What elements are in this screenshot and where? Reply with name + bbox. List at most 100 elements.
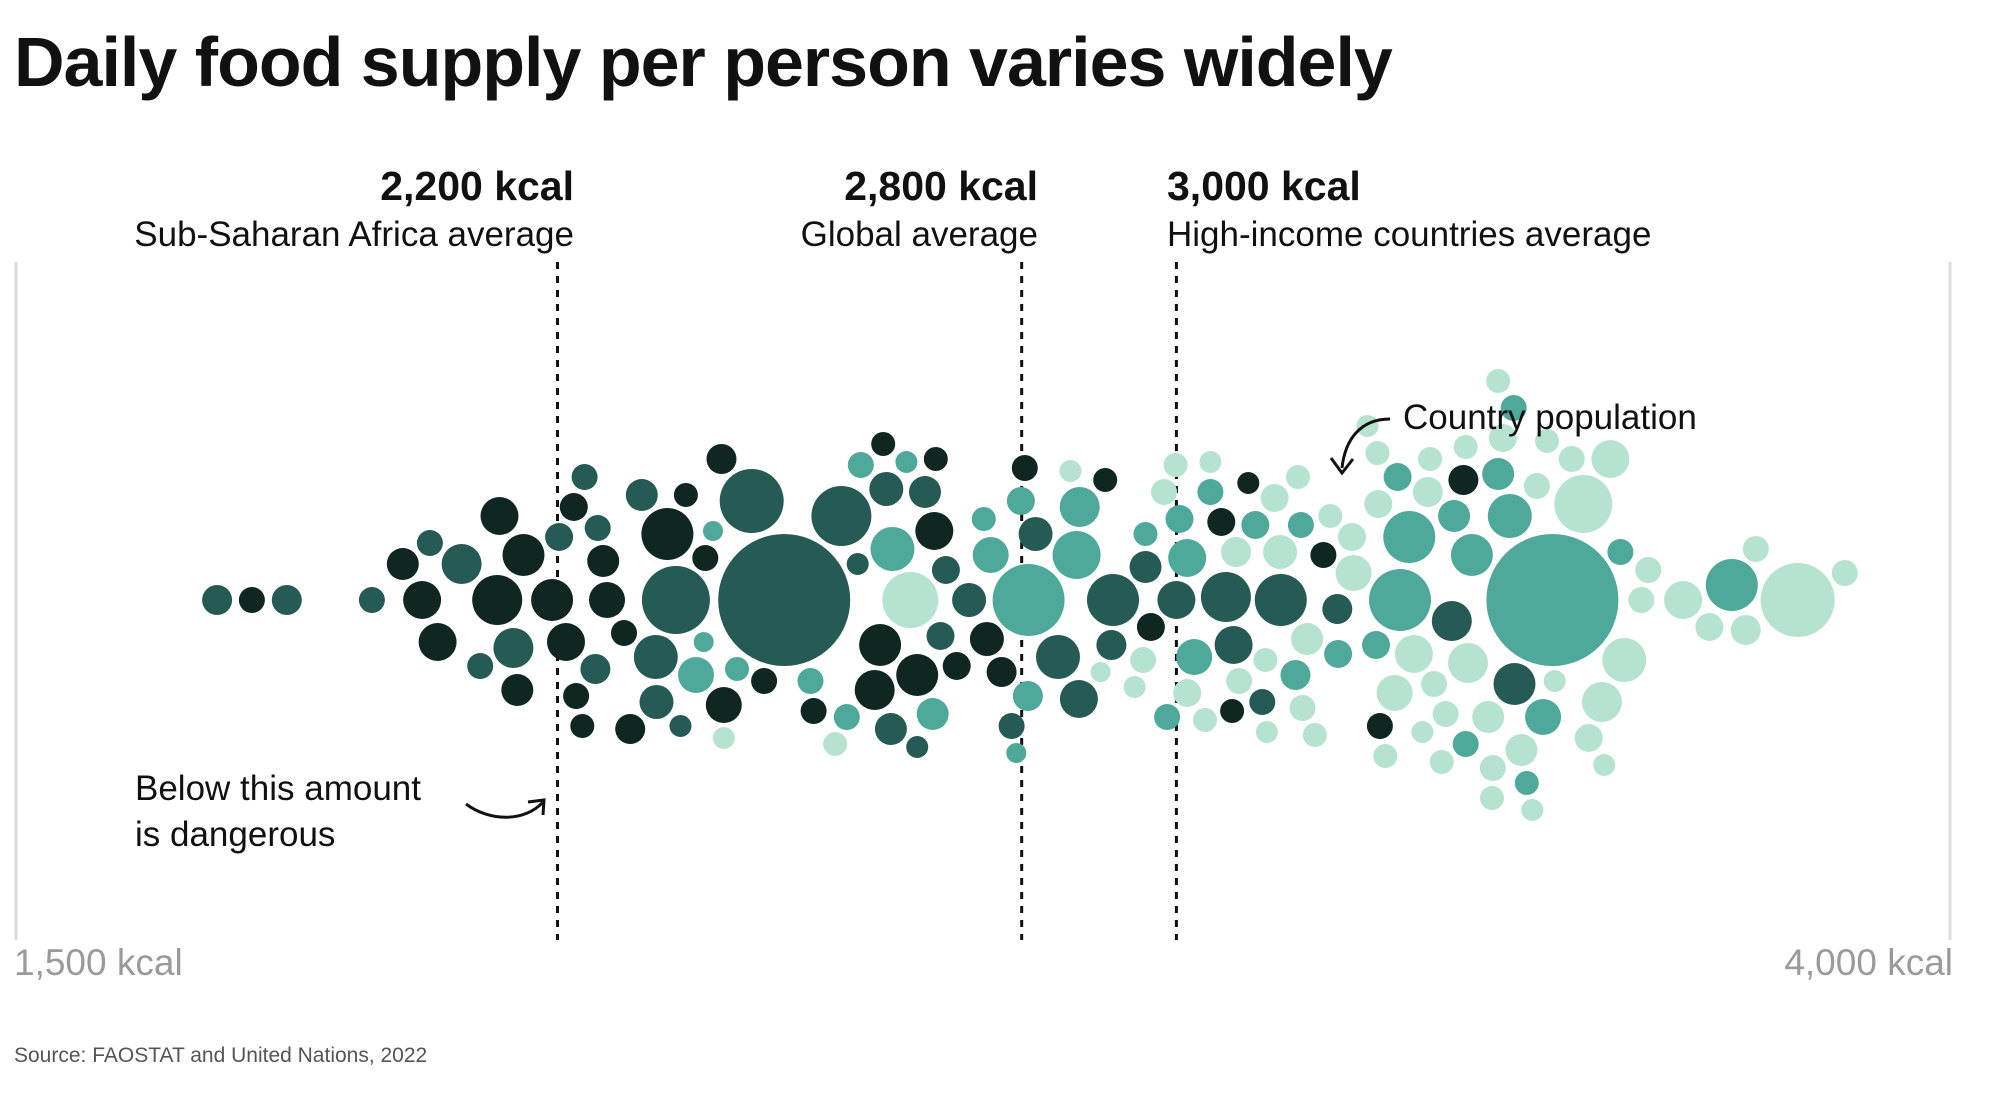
country-bubble [854,670,895,710]
country-bubble [1287,512,1314,538]
country-bubble [703,521,723,541]
country-bubble [1197,479,1224,505]
country-bubble [1369,569,1431,631]
country-bubble [906,736,929,758]
country-bubble [1412,477,1443,507]
country-bubble [678,657,714,693]
country-bubble [1472,701,1505,733]
country-bubble [1123,676,1146,698]
danger-arrow-icon [465,800,545,819]
country-bubble [896,654,939,696]
country-bubble [1421,671,1447,697]
country-bubble [1558,446,1585,472]
country-bubble [705,687,742,723]
country-bubble [1310,542,1337,568]
country-bubble [1200,572,1251,622]
chart-title: Daily food supply per person varies wide… [14,23,1393,101]
country-bubble [1505,734,1538,766]
ref-desc-subsaharan: Sub-Saharan Africa average [134,215,574,254]
country-bubble [1479,755,1506,781]
danger-arrowhead-icon [527,798,546,816]
country-bubble [493,628,534,668]
country-bubble [692,545,719,571]
country-bubble [1006,487,1035,515]
country-bubble [1059,487,1100,527]
country-bubble [1418,447,1443,471]
country-bubble [202,585,233,615]
country-bubble [1453,435,1478,459]
country-bubble [589,582,625,618]
country-bubble [1543,670,1566,692]
country-bubble [1487,494,1532,538]
country-bubble [1193,708,1217,732]
country-bubble [1607,539,1634,565]
country-bubble [1052,531,1101,579]
population-arrow-icon [1340,417,1391,469]
country-bubble [1011,455,1038,481]
country-bubble [1730,615,1761,645]
country-bubble [1486,534,1619,666]
country-bubble [641,566,710,634]
population-annotation: Country population [1403,398,1697,437]
country-bubble [641,508,694,560]
country-bubble [693,632,714,652]
country-bubble [1448,643,1488,683]
country-bubble [1554,475,1613,533]
country-bubble [1130,647,1157,673]
country-bubble [1220,699,1245,723]
country-bubble [725,657,749,681]
country-bubble [472,575,523,625]
country-bubble [971,507,996,531]
country-bubble [545,523,574,551]
country-bubble [1285,465,1310,489]
country-bubble [502,534,545,576]
country-bubble [1535,429,1559,453]
country-bubble [931,556,960,584]
country-bubble [1488,424,1517,452]
country-bubble [467,653,494,679]
ref-desc-high-income: High-income countries average [1167,215,1652,254]
country-bubble [480,497,519,535]
country-bubble [1129,551,1162,583]
country-bubble [1289,695,1316,721]
country-bubble [1151,479,1177,505]
country-bubble [797,668,824,694]
axis-min-label: 1,500 kcal [14,942,183,983]
country-bubble [563,683,590,709]
country-bubble [1429,750,1454,774]
country-bubble [1581,682,1622,722]
country-bubble [1302,723,1327,747]
country-bubble [1335,555,1372,591]
country-bubble [712,727,735,749]
country-bubble [584,515,611,541]
country-bubble [1574,724,1603,752]
country-bubble [1249,689,1276,715]
country-bubble [1373,744,1398,768]
country-bubble [1096,630,1127,660]
country-bubble [1831,560,1858,586]
country-bubble [1254,574,1307,626]
country-bubble [403,581,442,619]
population-arrowhead-icon [1329,457,1355,476]
country-bubble [1087,574,1139,626]
country-bubble [1450,534,1493,576]
country-bubble [570,714,595,738]
country-bubble [1376,675,1413,711]
country-bubble [238,587,265,613]
danger-annotation-line-2: is dangerous [135,815,336,854]
country-bubble [1602,638,1647,682]
country-bubble [358,587,385,613]
country-bubble [1366,713,1393,739]
country-bubble [501,674,534,706]
country-bubble [1591,440,1630,478]
country-bubble [1432,701,1459,727]
country-bubble [571,464,598,490]
country-bubble [1448,465,1479,495]
country-bubble [916,698,949,730]
country-bubble [1093,468,1118,492]
country-bubble [625,479,658,511]
danger-annotation-line-1: Below this amount [135,769,421,808]
country-bubble [909,476,941,508]
country-bubble [915,512,954,550]
country-bubble [1364,490,1393,518]
